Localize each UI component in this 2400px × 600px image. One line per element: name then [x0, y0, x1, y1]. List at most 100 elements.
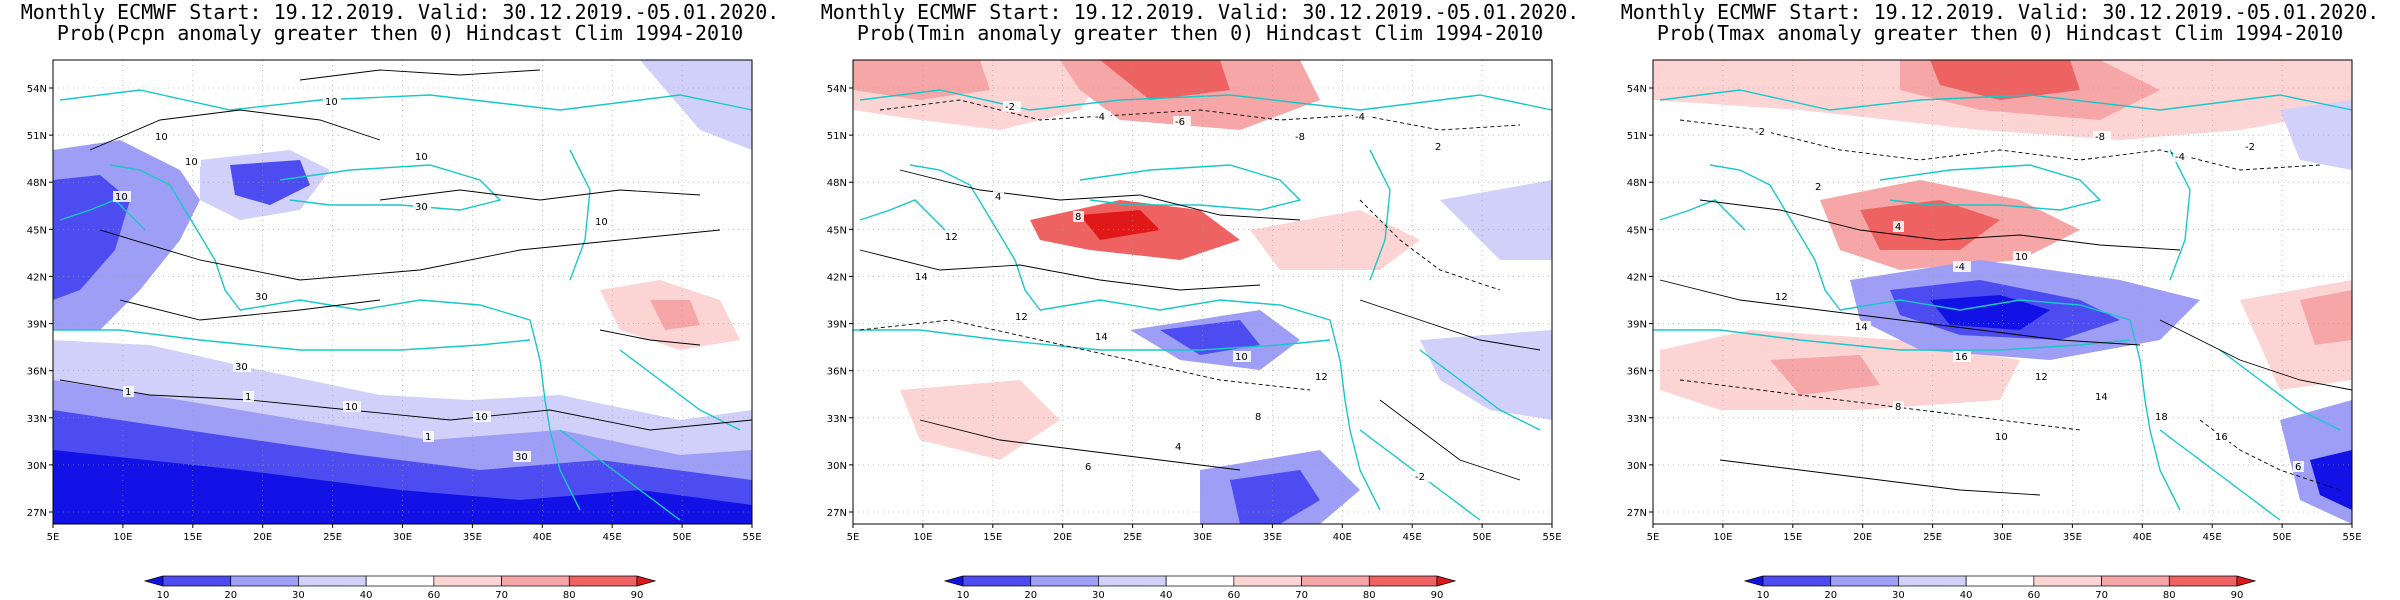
- contour-label-bg: [513, 451, 531, 462]
- lat-label: 33N: [27, 414, 47, 425]
- lat-label: 42N: [1627, 272, 1647, 283]
- contour-label: 4: [1175, 442, 1181, 453]
- contour-label-bg: [1813, 181, 1824, 192]
- lon-label: 25E: [1123, 532, 1142, 543]
- lon-label: 40E: [533, 532, 552, 543]
- coastline: [109, 164, 241, 311]
- contour-label-bg: [413, 201, 431, 212]
- probability-fill: [640, 60, 752, 150]
- contour-label-bg: [2293, 461, 2304, 472]
- lon-label: 50E: [1473, 532, 1492, 543]
- colorbar-label: 10: [1757, 590, 1770, 600]
- contour-label-bg: [1853, 321, 1871, 332]
- probability-fill: [1080, 210, 1160, 240]
- probability-fill: [2280, 100, 2352, 170]
- contour-line: [119, 299, 381, 321]
- colorbar-swatch: [1098, 575, 1167, 587]
- contour-label-bg: [1003, 101, 1021, 112]
- lat-label: 33N: [827, 414, 847, 425]
- contour-label: -6: [1175, 117, 1185, 128]
- contour-label: 12: [1315, 372, 1328, 383]
- coastline: [2159, 429, 2281, 521]
- contour-label-bg: [123, 386, 134, 397]
- contour-label: 30: [235, 362, 248, 373]
- panel-title-line1: Monthly ECMWF Start: 19.12.2019. Valid: …: [820, 0, 1580, 24]
- contour-label: -8: [1295, 132, 1305, 143]
- coastline: [2219, 349, 2341, 431]
- contour-label: 8: [1255, 412, 1261, 423]
- colorbar-label: 70: [495, 590, 508, 600]
- map-axes: 54N 51N 48N 45N 42N 39N 36N 33N 30N 27N 5E 10E 15E 20…: [27, 59, 762, 543]
- contour-label-bg: [1073, 211, 1084, 222]
- colorbar-min-arrow: [1743, 575, 1764, 587]
- colorbar-label: 30: [1092, 590, 1105, 600]
- lat-label: 54N: [27, 84, 47, 95]
- contour-label: 10: [155, 132, 168, 143]
- probability-fill: [1860, 200, 2000, 250]
- coastline: [909, 164, 1041, 311]
- lon-label: 5E: [847, 532, 860, 543]
- lon-label: 20E: [1053, 532, 1072, 543]
- lat-label: 48N: [27, 178, 47, 189]
- colorbar-min-arrow: [943, 575, 964, 587]
- contour-label: -4: [1955, 262, 1965, 273]
- coastline: [53, 329, 531, 351]
- colorbar-min-arrow: [143, 575, 164, 587]
- colorbar-max-arrow: [2236, 575, 2257, 587]
- lat-label: 39N: [1627, 320, 1647, 331]
- contour-label-bg: [113, 191, 131, 202]
- lon-label: 15E: [983, 532, 1002, 543]
- coastline: [1659, 89, 2353, 111]
- contour-line: [1679, 119, 2321, 171]
- contour-label: 30: [515, 452, 528, 463]
- lat-label: 42N: [27, 272, 47, 283]
- contour-label-bg: [1013, 311, 1031, 322]
- contour-line: [1359, 299, 1541, 351]
- coastline: [559, 429, 681, 521]
- lon-label: 45E: [2203, 532, 2222, 543]
- colorbar-label: 40: [1160, 590, 1173, 600]
- coastline: [1079, 164, 1302, 211]
- probability-fill: [1930, 295, 2050, 330]
- contour-label-bg: [1893, 401, 1904, 412]
- coastline: [2129, 319, 2181, 511]
- lon-label: 55E: [1542, 532, 1561, 543]
- lat-label: 30N: [1627, 461, 1647, 472]
- contour-line: [1659, 279, 2141, 346]
- coastline: [859, 89, 1553, 111]
- contour-line: [299, 69, 541, 81]
- panel-precipitation: Monthly ECMWF Start: 19.12.2019. Valid: …: [0, 0, 800, 600]
- contour-label: -2: [1755, 127, 1765, 138]
- contour-label: -2: [2245, 142, 2255, 153]
- probability-fill: [1160, 320, 1260, 355]
- coastline: [529, 319, 581, 511]
- lat-label: 36N: [1627, 367, 1647, 378]
- coastline: [1329, 319, 1381, 511]
- map-area: -2 -8 -4 -2 2 4 10 12 14 16 12 14 18 16 8 10 -4 6: [1653, 60, 2353, 524]
- lon-label: 25E: [323, 532, 342, 543]
- colorbar-swatch: [962, 575, 1032, 587]
- lon-label: 55E: [742, 532, 761, 543]
- lat-label: 45N: [1627, 225, 1647, 236]
- contour-label-bg: [1893, 221, 1904, 232]
- contour-label-bg: [1993, 431, 2011, 442]
- coastline: [859, 199, 946, 231]
- colorbar-swatch: [1030, 575, 1099, 587]
- colorbar-swatch: [230, 575, 299, 587]
- contour-line: [879, 99, 1521, 131]
- coastline: [279, 164, 502, 211]
- contour-label: -4: [1095, 112, 1105, 123]
- lon-label: 45E: [603, 532, 622, 543]
- coastline: [1039, 299, 1331, 321]
- colorbar-label: 20: [1824, 590, 1837, 600]
- contour-label-bg: [1173, 116, 1191, 127]
- colorbar-label: 20: [1024, 590, 1037, 600]
- contour-label: 30: [255, 292, 268, 303]
- contour-label-bg: [2173, 151, 2191, 162]
- contour-line: [599, 329, 701, 346]
- contour-label: 10: [2015, 252, 2028, 263]
- colorbar-swatch: [1301, 575, 1370, 587]
- colorbar-label: 10: [157, 590, 170, 600]
- colorbar: 10 20 30 40 60 70 80 90: [1743, 575, 2257, 600]
- colorbar-swatch: [298, 575, 367, 587]
